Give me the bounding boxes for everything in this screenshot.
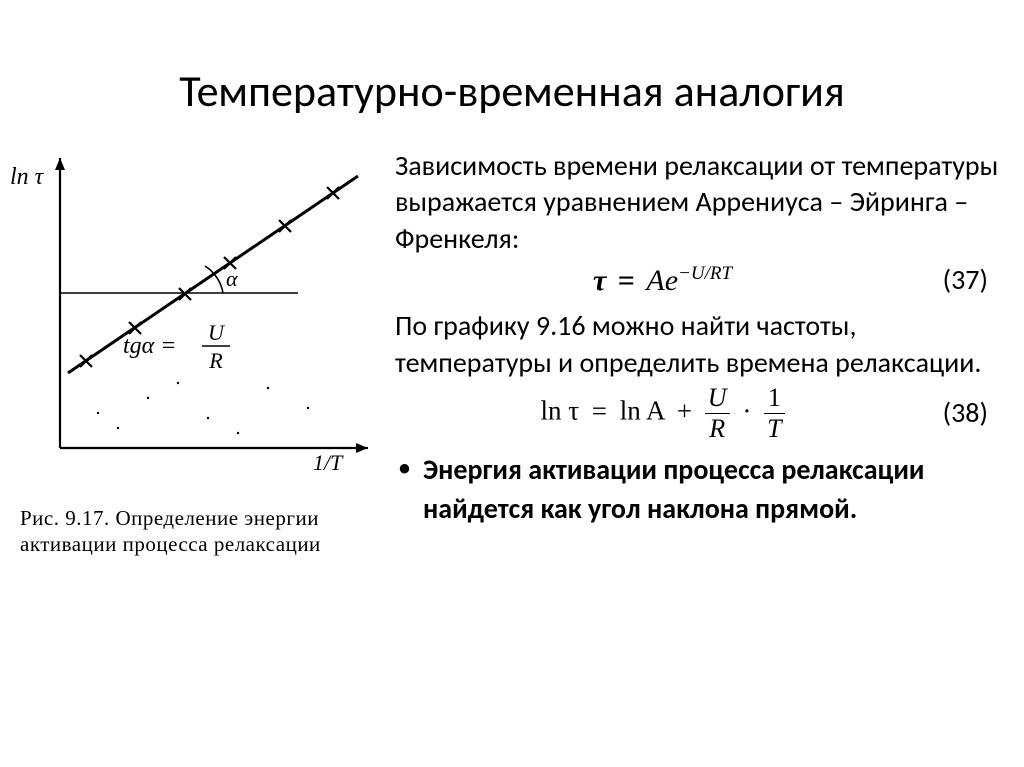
eq37-equals: = [614,264,639,297]
svg-text:ln τ: ln τ [10,164,45,190]
figure-caption: Рис. 9.17. Определение энергии активации… [20,505,370,558]
eq37-exponent: −U/RT [678,263,732,284]
eq38-equals: = [586,396,613,426]
equation-37: τ = Ae−U/RT [395,261,930,300]
eq38-lna: ln A [620,396,664,426]
eq38-frac2-num: 1 [764,385,784,414]
equation-37-row: τ = Ae−U/RT (37) [395,261,1000,300]
graph-svg: α ln τ 1/T tgα = UR [8,148,378,488]
eq38-frac-1t: 1 T [764,385,784,442]
equation-38-number: (38) [930,395,1000,431]
eq38-frac2-den: T [764,414,784,442]
eq38-dot: · [736,396,757,426]
bullet-text: Энергия активации процесса релаксации на… [423,450,1000,528]
eq38-lhs: ln τ [540,396,579,426]
bullet-marker: • [395,450,423,485]
svg-text:1/T: 1/T [313,450,344,475]
paragraph-2: По графику 9.16 можно найти частоты, тем… [395,308,1000,381]
svg-text:tgα =: tgα = [123,333,176,359]
equation-38: ln τ = ln A + U R · 1 T [395,385,930,442]
bullet-item: • Энергия активации процесса релаксации … [395,450,1000,528]
text-column: Зависимость времени релаксации от темпер… [395,148,1000,528]
figure-column: α ln τ 1/T tgα = UR [8,148,378,488]
eq38-plus1: + [671,396,698,426]
eq37-tau: τ [593,264,606,297]
arrhenius-graph: α ln τ 1/T tgα = UR [8,148,378,488]
slide-title: Температурно-временная аналогия [0,64,1024,118]
equation-37-number: (37) [930,262,1000,298]
paragraph-1: Зависимость времени релаксации от темпер… [395,148,1000,257]
eq37-e: e [665,264,678,297]
svg-text:R: R [208,348,223,373]
eq37-a: A [646,264,664,297]
equation-38-row: ln τ = ln A + U R · 1 T (38) [395,385,1000,442]
svg-text:U: U [208,320,226,345]
eq38-frac1-num: U [705,385,730,414]
eq38-frac-ur: U R [705,385,730,442]
svg-text:α: α [226,266,238,291]
eq38-frac1-den: R [705,414,730,442]
